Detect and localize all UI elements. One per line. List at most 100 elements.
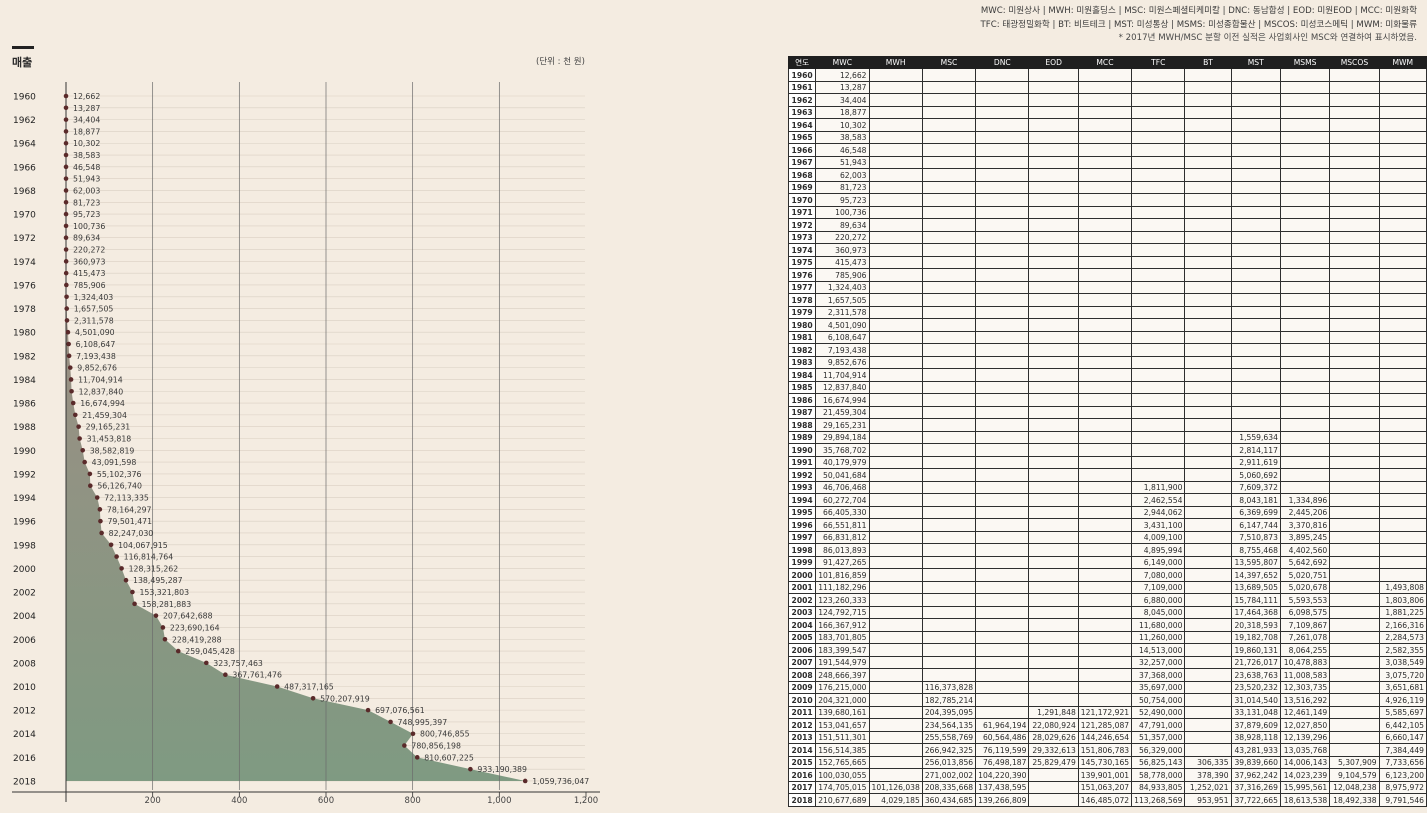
table-row: 1989 29,894,184 1,559,634 (787, 430, 1427, 445)
data-label: 34,404 (73, 116, 100, 125)
value-cell (1329, 268, 1380, 282)
value-cell: 145,730,165 (1077, 755, 1133, 770)
value-cell: 4,402,560 (1279, 543, 1331, 557)
value-cell (1028, 780, 1079, 795)
table-row: 1987 21,459,304 (787, 405, 1427, 420)
data-label: 12,662 (73, 92, 100, 101)
value-cell (1329, 680, 1380, 695)
value-cell (868, 118, 923, 132)
table-row: 2006 183,399,547 14,513,000 19,860,131 8,064… (787, 643, 1427, 657)
year-cell: 2005 (787, 630, 817, 645)
value-cell (1077, 180, 1133, 195)
data-point (66, 341, 71, 347)
value-cell (1028, 505, 1079, 520)
year-cell: 2004 (787, 618, 817, 632)
value-cell (975, 643, 1030, 657)
value-cell (1329, 718, 1380, 732)
value-cell (975, 568, 1030, 582)
value-cell (1028, 243, 1079, 257)
value-cell: 56,329,000 (1131, 743, 1186, 757)
value-cell (1077, 430, 1133, 445)
value-cell: 101,126,038 (868, 780, 923, 795)
value-cell (1131, 405, 1186, 420)
value-cell: 208,335,668 (921, 780, 977, 795)
year-tick-label: 1966 (13, 163, 36, 173)
value-cell (1230, 280, 1281, 295)
value-cell (1184, 443, 1232, 457)
table-row: 1977 1,324,403 (787, 280, 1427, 295)
value-cell (921, 568, 977, 582)
year-cell: 2016 (787, 768, 817, 782)
year-tick-label: 1990 (13, 447, 36, 457)
year-tick-label: 1962 (13, 116, 36, 126)
value-cell (1378, 505, 1427, 520)
data-point (63, 188, 69, 193)
year-cell: 1965 (787, 130, 817, 145)
value-cell (1077, 93, 1133, 107)
data-point (87, 471, 93, 477)
table-row: 2017 174,705,015 101,126,038 208,335,668 137… (787, 780, 1427, 795)
value-cell (975, 605, 1030, 620)
value-cell (1184, 155, 1232, 170)
value-cell (1329, 218, 1380, 232)
data-point (63, 93, 69, 99)
value-cell (1378, 68, 1427, 82)
value-cell (1028, 143, 1079, 157)
value-cell (1329, 668, 1380, 682)
value-cell (975, 418, 1030, 432)
value-cell (1028, 680, 1079, 695)
value-cell (1378, 368, 1427, 382)
column-header: TFC (1131, 55, 1186, 70)
legend-line-2: TFC: 태광정밀화학 | BT: 비트테크 | MST: 미성통상 | MSM… (980, 19, 1417, 30)
value-cell (1131, 255, 1186, 270)
data-label: 12,837,840 (79, 387, 124, 396)
year-cell: 1999 (787, 555, 817, 570)
value-cell (1131, 368, 1186, 382)
value-cell: 51,357,000 (1131, 730, 1186, 745)
value-cell (1279, 255, 1331, 270)
value-cell (1131, 468, 1186, 482)
value-cell: 18,492,338 (1329, 793, 1380, 807)
value-cell (921, 555, 977, 570)
value-cell: 151,063,207 (1077, 780, 1133, 795)
value-cell (1230, 68, 1281, 82)
value-cell (1077, 243, 1133, 257)
value-cell (921, 230, 977, 245)
value-cell: 4,895,994 (1131, 543, 1186, 557)
value-cell: 86,013,893 (815, 543, 870, 557)
value-cell (1184, 230, 1232, 245)
year-tick-label: 1978 (13, 305, 36, 315)
value-cell (1329, 168, 1380, 182)
value-cell: 29,165,231 (815, 418, 870, 432)
year-cell: 1968 (787, 168, 817, 182)
year-cell: 2006 (787, 643, 817, 657)
value-cell (975, 493, 1030, 507)
value-cell (1184, 68, 1232, 82)
value-cell (975, 630, 1030, 645)
year-cell: 1980 (787, 318, 817, 332)
value-cell: 183,701,805 (815, 630, 870, 645)
data-label: 415,473 (73, 269, 105, 278)
value-cell (1184, 105, 1232, 120)
value-cell (1028, 668, 1079, 682)
value-cell (1077, 168, 1133, 182)
value-cell (1077, 480, 1133, 495)
x-tick-label: 400 (231, 796, 247, 806)
data-label: 933,190,389 (477, 765, 527, 774)
value-cell (1077, 355, 1133, 370)
table-row: 2007 191,544,979 32,257,000 21,726,017 10,47… (787, 655, 1427, 670)
value-cell (1184, 80, 1232, 95)
year-cell: 1963 (787, 105, 817, 120)
value-cell: 84,933,805 (1131, 780, 1186, 795)
data-label: 43,091,598 (92, 458, 137, 467)
value-cell (1329, 555, 1380, 570)
value-cell (1077, 155, 1133, 170)
table-row: 2016 100,030,055 271,002,002 104,220,390 139… (787, 768, 1427, 782)
value-cell (1184, 305, 1232, 320)
year-tick-label: 1988 (13, 423, 36, 433)
value-cell (1279, 480, 1331, 495)
value-cell (868, 755, 923, 770)
year-tick-label: 1976 (13, 281, 36, 291)
value-cell: 2,582,355 (1378, 643, 1427, 657)
data-point (310, 696, 316, 701)
